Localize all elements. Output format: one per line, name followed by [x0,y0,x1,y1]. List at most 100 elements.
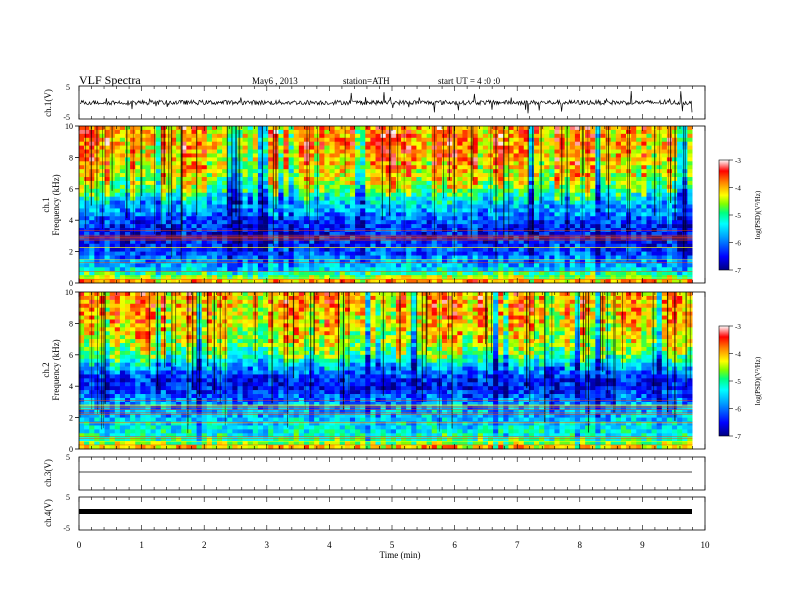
spectrogram-cell [447,188,453,194]
spectrogram-cell [620,137,627,142]
spectrogram-cell [314,149,320,154]
spectrogram-cell [687,255,693,260]
spectrogram-cell [534,212,540,217]
spectrogram-cell [309,177,315,182]
spectrogram-cell [620,196,627,201]
spectrogram-cell [293,247,300,252]
spectrogram-cell [672,267,678,272]
spectrogram-cell [298,149,305,154]
spectrogram-cell [687,126,693,131]
spectrogram-cell [401,239,407,245]
spectrogram-cell [482,133,489,139]
spectrogram-cell [349,212,356,217]
spectrogram-cell [344,188,351,194]
spectrogram-cell [288,137,295,142]
spectrogram-cell [595,212,601,217]
spectrogram-cell [411,126,417,131]
spectrogram-cell [155,247,162,252]
spectrogram-cell [155,204,162,209]
spectrogram-cell [569,192,576,197]
spectrogram-cell [155,165,162,170]
spectrogram-cell [227,216,233,221]
spectrogram-cell [196,149,202,154]
spectrogram-cell [498,161,504,166]
spectrogram-cell [201,177,208,182]
spectrogram-cell [217,216,223,221]
spectrogram-cell [140,157,146,162]
spectrogram-cell [140,141,146,146]
spectrogram-cell [176,145,182,150]
spectrogram-cell [217,129,223,135]
spectrogram-cell [452,169,458,174]
spectrogram-cell [631,188,637,194]
spectrogram-cell [130,188,136,194]
spectrogram-cell [631,224,637,229]
spectrogram-cell [380,231,387,237]
spectrogram-cell [278,251,284,256]
spectrogram-cell [615,145,622,150]
spectrogram-cell [176,208,182,213]
spectrogram-cell [528,153,535,158]
spectrogram-cell [523,279,530,284]
spectrogram-cell [631,184,637,190]
spectrogram-cell [227,267,233,272]
spectrogram-cell [457,145,463,150]
spectrogram-cell [462,149,468,154]
spectrogram-cell [150,267,156,272]
spectrogram-cell [79,259,85,264]
spectrogram-cell [554,220,560,225]
spectrogram-cell [441,208,448,213]
spectrogram-cell [590,271,596,276]
spectrogram-cell [544,243,550,248]
spectrogram-cell [656,208,663,213]
spectrogram-cell [227,212,233,217]
spectrogram-cell [549,188,555,194]
spectrogram-cell [457,149,463,154]
spectrogram-cell [355,157,361,162]
spectrogram-cell [247,224,254,229]
spectrogram-cell [119,126,126,131]
spectrogram-cell [441,180,448,186]
spectrogram-cell [89,212,95,217]
spectrogram-cell [534,169,540,174]
spectrogram-cell [620,275,627,280]
spectrogram-cell [600,228,606,233]
spectrogram-cell [661,149,668,154]
spectrogram-cell [160,161,167,166]
spectrogram-cell [656,133,663,139]
spectrogram-cell [324,208,330,213]
spectrogram-cell [355,251,361,256]
spectrogram-cell [472,247,479,252]
spectrogram-cell [580,267,586,272]
spectrogram-cell [334,188,341,194]
spectrogram-cell [600,141,606,146]
spectrogram-cell [329,173,335,178]
spectrogram-cell [559,271,565,276]
spectrogram-cell [298,188,305,194]
spectrogram-cell [380,204,387,209]
spectrogram-cell [119,279,126,284]
spectrogram-cell [334,153,341,158]
spectrogram-cell [472,188,479,194]
spectrogram-cell [385,231,392,237]
spectrogram-cell [309,228,315,233]
spectrogram-cell [421,208,427,213]
spectrogram-cell [487,279,494,284]
spectrogram-cell [472,192,479,197]
spectrogram-cell [380,212,387,217]
spectrogram-cell [79,196,85,201]
spectrogram-cell [421,161,427,166]
spectrogram-cell [186,133,192,139]
spectrogram-cell [534,141,540,146]
spectrogram-cell [334,251,341,256]
spectrogram-cell [160,173,167,178]
spectrogram-cell [457,259,463,264]
spectrogram-cell [293,228,300,233]
spectrogram-cell [482,169,489,174]
spectrogram-cell [355,228,361,233]
spectrogram-cell [687,165,693,170]
spectrogram-cell [610,137,617,142]
spectrogram-cell [119,129,126,135]
spectrogram-cell [201,255,208,260]
spectrogram-cell [401,247,407,252]
